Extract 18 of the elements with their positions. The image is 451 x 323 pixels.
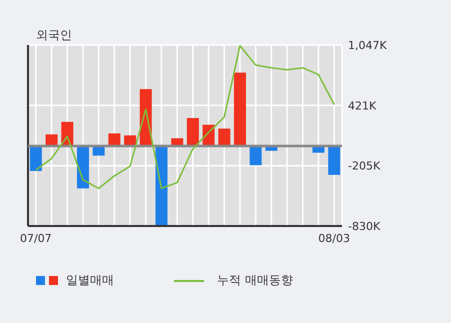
bar: [218, 128, 230, 146]
chart-title: 외국인: [36, 27, 72, 44]
line-series: [35, 45, 335, 190]
bar: [328, 146, 340, 175]
x-tick-label: 07/07: [20, 232, 52, 245]
bar: [250, 146, 262, 166]
y-tick-label: 1,047K: [348, 38, 388, 52]
y-tick-label: -830K: [348, 220, 381, 233]
legend-label: 일별매매: [66, 272, 114, 289]
bar: [234, 72, 246, 146]
bar: [155, 146, 168, 226]
y-tick-label: 421K: [348, 99, 377, 112]
y-tick-label: -205K: [348, 160, 381, 173]
bar: [30, 146, 42, 172]
bar: [186, 118, 199, 146]
bar: [76, 146, 89, 188]
legend-label: 누적 매매동향: [217, 272, 293, 289]
x-tick-label: 08/03: [318, 232, 350, 245]
